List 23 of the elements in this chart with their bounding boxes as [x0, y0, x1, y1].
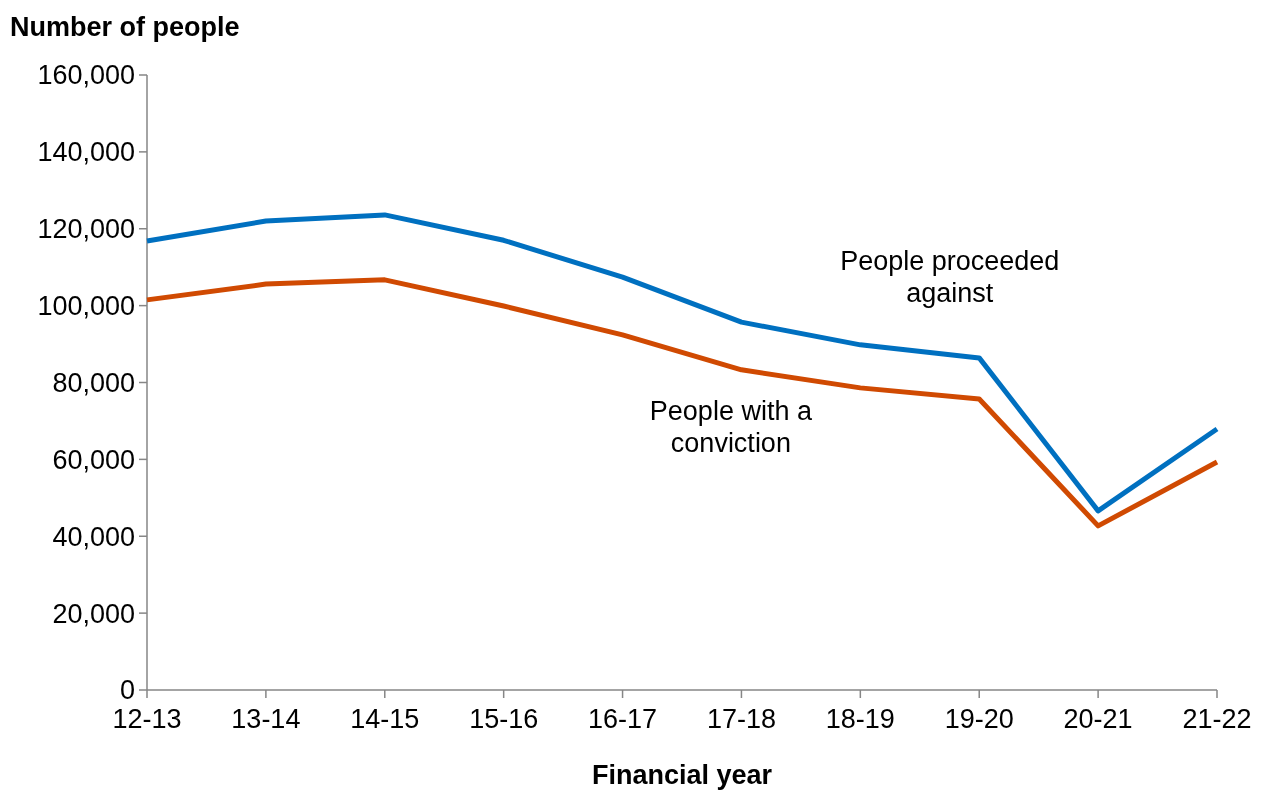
y-tick-label: 160,000	[37, 60, 135, 91]
x-tick-label: 17-18	[706, 704, 776, 734]
y-tick-label: 120,000	[37, 214, 135, 245]
x-tick-label: 19-20	[944, 704, 1014, 734]
y-tick-label: 100,000	[37, 291, 135, 322]
x-tick-label: 20-21	[1063, 704, 1133, 734]
y-tick-label: 80,000	[52, 367, 135, 398]
x-axis-title: Financial year	[591, 760, 773, 790]
x-tick-label: 13-14	[231, 704, 301, 734]
x-tick-label: 21-22	[1182, 704, 1252, 734]
x-tick-label: 14-15	[350, 704, 420, 734]
y-tick-label: 0	[119, 675, 135, 706]
x-tick-label: 16-17	[588, 704, 658, 734]
series-label: People with a conviction	[649, 395, 813, 458]
y-tick-label: 20,000	[52, 598, 135, 629]
y-axis-title: Number of people	[10, 12, 240, 42]
x-tick-label: 12-13	[112, 704, 182, 734]
series-label: People proceeded against	[840, 245, 1060, 308]
x-tick-label: 15-16	[469, 704, 539, 734]
y-tick-label: 40,000	[52, 521, 135, 552]
y-tick-label: 140,000	[37, 137, 135, 168]
x-tick-label: 18-19	[825, 704, 895, 734]
y-tick-label: 60,000	[52, 444, 135, 475]
